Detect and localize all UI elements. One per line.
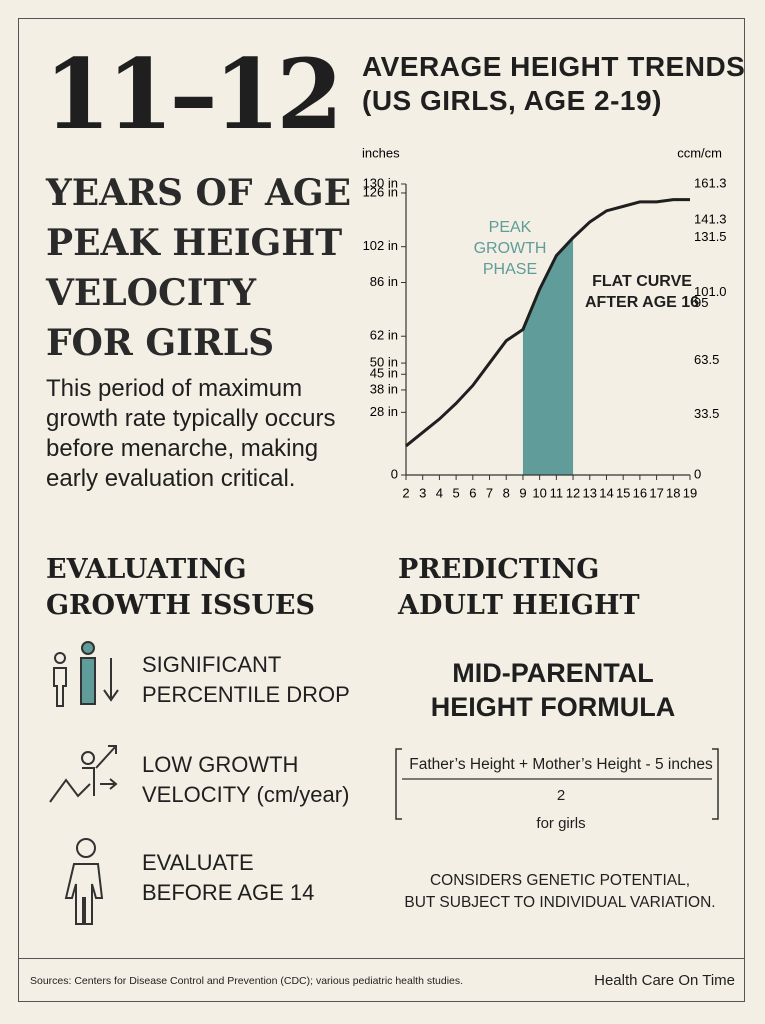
footer-rule [18,958,745,959]
y-tick-label: 38 in [370,381,398,396]
issue-line: BEFORE AGE 14 [142,880,315,905]
section-title-line: GROWTH ISSUES [46,590,315,621]
y2-tick-label: 0 [694,466,701,481]
issue-item: EVALUATE BEFORE AGE 14 [142,848,314,908]
x-tick-label: 17 [649,485,663,500]
x-tick-label: 12 [566,485,580,500]
issue-line: SIGNIFICANT [142,652,282,677]
caption-line: CONSIDERS GENETIC POTENTIAL, [429,872,691,889]
headline-line: PEAK HEIGHT [46,222,343,264]
formula-note: for girls [536,815,586,832]
formula-brackets [395,748,719,820]
caption-line: BUT SUBJECT TO INDIVIDUAL VARIATION. [404,894,716,911]
sources: Sources: Centers for Disease Control and… [30,975,464,987]
y-tick-label: 45 in [370,366,398,381]
y-tick-label: 102 in [363,238,398,253]
data-line [405,198,690,448]
y2-tick-label: 131.5 [694,229,727,244]
x-tick-label: 14 [599,485,613,500]
x-tick-label: 15 [616,485,630,500]
y2-tick-label: 161.3 [694,175,727,190]
annotation: FLAT CURVE [592,273,692,290]
x-tick-label: 18 [666,485,680,500]
headline-line: FOR GIRLS [46,322,275,364]
headline-line: VELOCITY [46,272,257,314]
chart-title-line: AVERAGE HEIGHT TRENDS [362,51,746,82]
headline-number: 11–12 [44,38,343,151]
x-tick-label: 11 [550,485,564,500]
y2-tick-label: 33.5 [694,406,719,421]
issue-line: EVALUATE [142,850,254,875]
y-tick-label: 50 in [370,355,398,370]
issue-item: SIGNIFICANT PERCENTILE DROP [142,650,350,710]
y-tick-label: 28 in [370,404,398,419]
y-tick-label: 130 in [363,175,398,190]
section-title-line: ADULT HEIGHT [398,590,640,621]
brand: Health Care On Time [594,972,735,989]
y2-tick-label: 63.5 [694,352,719,367]
x-tick-label: 10 [532,485,546,500]
y-tick-label: 62 in [370,328,398,343]
section-title-line: PREDICTING [398,554,600,585]
y-tick-label: 0 [391,466,398,481]
formula-caption: CONSIDERS GENETIC POTENTIAL, BUT SUBJECT … [390,870,730,914]
section-title-line: EVALUATING [46,554,247,585]
formula-denominator: 2 [556,787,566,804]
frame [18,18,745,1002]
issue-line: LOW GROWTH [142,752,299,777]
formula-title-line: MID-PARENTAL [452,658,654,688]
chart-title-line: (US GIRLS, AGE 2-19) [362,85,662,116]
section-title: EVALUATING GROWTH ISSUES [46,552,315,624]
x-tick-label: 8 [503,485,510,500]
y2-axis-label: ccm/cm [677,145,722,160]
y2-tick-label: 101.0 [694,284,727,299]
y2-tick-label: 95 [694,295,708,310]
x-tick-label: 9 [519,485,526,500]
annotation: AFTER AGE 16 [585,294,699,311]
formula-title-line: HEIGHT FORMULA [430,692,676,722]
y-axis-label: inches [362,145,400,160]
annotation: PEAK [489,219,532,236]
chart-title: AVERAGE HEIGHT TRENDS (US GIRLS, AGE 2-19… [362,50,745,118]
issue-item: LOW GROWTH VELOCITY (cm/year) [142,750,349,810]
body-text: This period of maximum growth rate typic… [46,375,336,492]
x-tick-label: 13 [583,485,597,500]
x-tick-label: 6 [469,485,476,500]
x-tick-label: 19 [683,485,697,500]
y2-tick-label: 141.3 [694,212,727,227]
formula-numerator: Father’s Height + Mother’s Height - 5 in… [409,756,713,773]
x-tick-label: 16 [633,485,647,500]
headline: YEARS OF AGE PEAK HEIGHT VELOCITY FOR GIRLS [46,168,351,368]
icons [49,641,119,925]
highlight-region [522,237,574,475]
issue-line: VELOCITY (cm/year) [142,782,350,807]
annotation: PHASE [483,261,537,278]
formula-title: MID-PARENTAL HEIGHT FORMULA [398,656,708,724]
headline-line: YEARS OF AGE [46,172,352,214]
x-tick-label: 5 [453,485,460,500]
x-tick-label: 3 [419,485,426,500]
section-title: PREDICTING ADULT HEIGHT [398,552,640,624]
issue-line: PERCENTILE DROP [142,682,350,707]
y-tick-label: 86 in [370,274,398,289]
x-tick-label: 4 [436,485,443,500]
annotation: GROWTH [474,240,547,257]
x-tick-label: 2 [402,485,409,500]
y-tick-label: 126 in [363,184,398,199]
x-tick-label: 7 [486,485,493,500]
